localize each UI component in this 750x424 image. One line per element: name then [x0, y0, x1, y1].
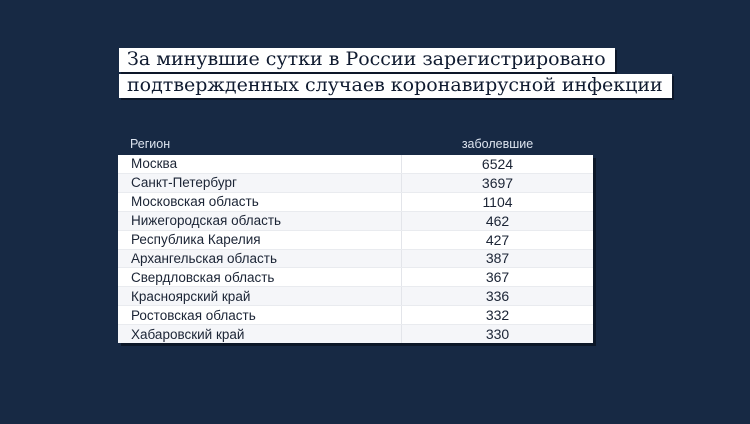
region-cell: Нижегородская область — [118, 211, 402, 230]
table-row: Красноярский край 336 — [118, 286, 593, 306]
value-cell: 330 — [485, 326, 510, 343]
value-column-header: заболевшие — [461, 137, 534, 151]
region-cell: Московская область — [118, 192, 402, 211]
table-row: Свердловская область 367 — [118, 267, 593, 287]
region-column-header: Регион — [130, 137, 171, 151]
region-cell: Москва — [118, 155, 402, 173]
value-cell: 336 — [485, 288, 510, 305]
table-row: Хабаровский край 330 — [118, 324, 593, 344]
region-cell: Свердловская область — [118, 268, 402, 287]
table-row: Московская область 1104 — [118, 191, 593, 211]
region-cell: Республика Карелия — [118, 230, 402, 249]
value-cell: 367 — [485, 269, 510, 286]
value-cell: 1104 — [482, 193, 513, 210]
table-row: Санкт-Петербург 3697 — [118, 172, 593, 192]
value-cell: 387 — [485, 250, 510, 267]
table-row: Республика Карелия 427 — [118, 229, 593, 249]
table-row: Нижегородская область 462 — [118, 210, 593, 230]
table-row: Москва 6524 — [118, 155, 593, 173]
headline: За минувшие сутки в России зарегистриров… — [119, 48, 672, 100]
table-row: Ростовская область 332 — [118, 305, 593, 325]
region-cell: Архангельская область — [118, 249, 402, 268]
table-column-headers: Регион заболевшие — [118, 137, 593, 152]
value-cell: 462 — [485, 212, 510, 229]
cases-table: Москва 6524 Санкт-Петербург 3697 Московс… — [118, 155, 593, 344]
region-cell: Санкт-Петербург — [118, 173, 402, 192]
headline-line-1: За минувшие сутки в России зарегистриров… — [119, 48, 615, 72]
region-cell: Хабаровский край — [118, 325, 402, 344]
table-row: Архангельская область 387 — [118, 248, 593, 268]
value-cell: 3697 — [481, 174, 514, 191]
region-cell: Красноярский край — [118, 287, 402, 306]
value-cell: 427 — [485, 231, 510, 248]
region-cell: Ростовская область — [118, 306, 402, 325]
headline-line-2: подтвержденных случаев коронавирусной ин… — [119, 74, 672, 98]
value-cell: 332 — [485, 307, 510, 324]
value-cell: 6524 — [481, 155, 514, 172]
